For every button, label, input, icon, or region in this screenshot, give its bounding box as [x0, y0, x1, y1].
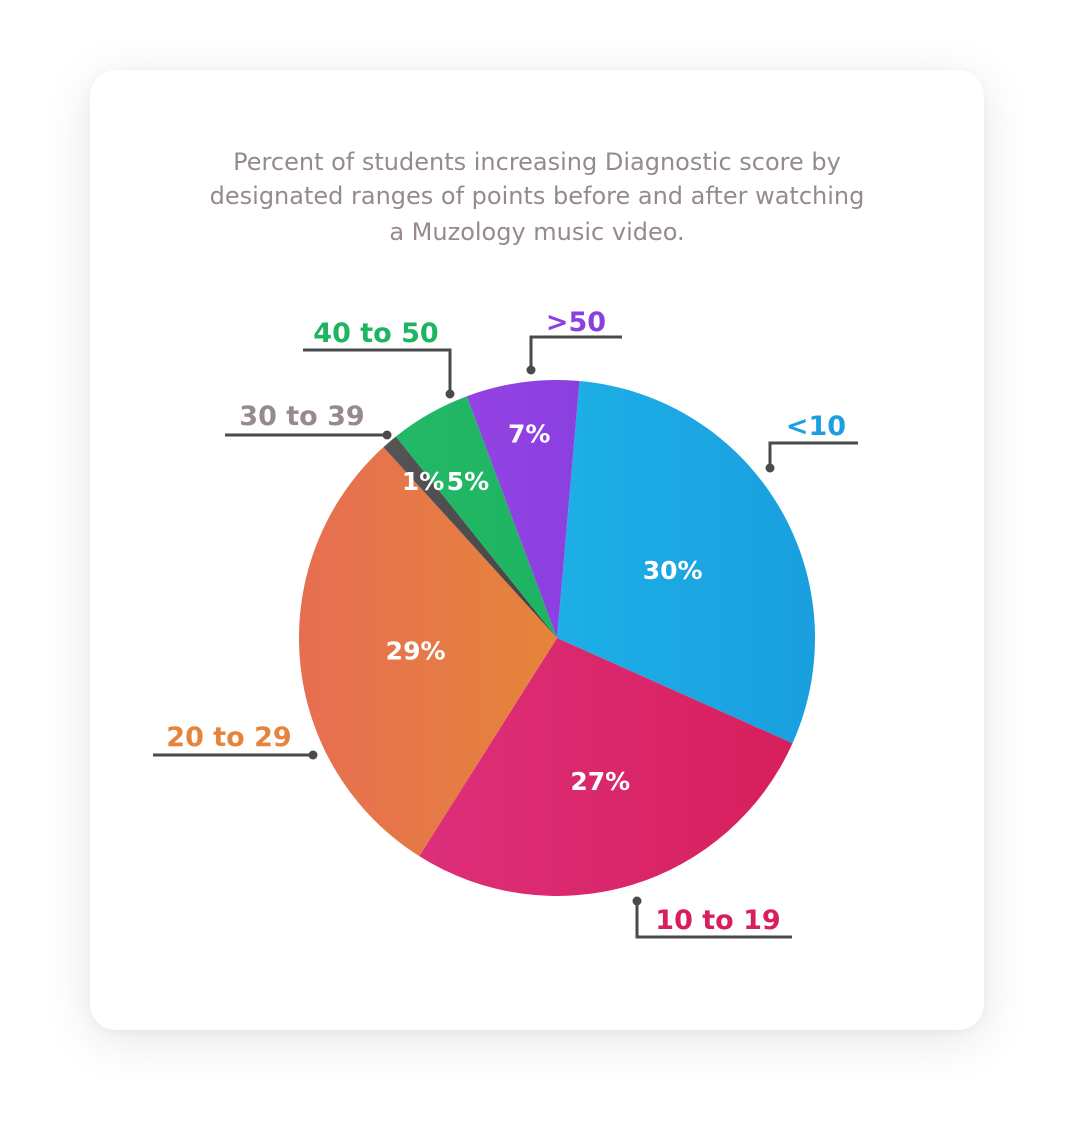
callout-dot — [632, 896, 642, 906]
callout-dot — [445, 389, 455, 399]
pie-slice — [395, 396, 557, 638]
category-label: <10 — [786, 411, 846, 442]
category-label: 30 to 39 — [239, 401, 364, 432]
slice-value-label: 27% — [570, 767, 630, 796]
callout-dot — [765, 463, 775, 473]
slice-value-label: 29% — [386, 636, 446, 665]
pie-slice — [298, 447, 557, 857]
pie-slice — [383, 436, 557, 638]
callout-line — [529, 335, 622, 370]
pie-slice — [419, 638, 793, 896]
chart-title-line: designated ranges of points before and a… — [209, 182, 865, 210]
callout-line — [768, 441, 858, 468]
category-label: 20 to 29 — [166, 722, 291, 753]
chart-title-line: a Muzology music video. — [389, 218, 685, 246]
category-label: >50 — [546, 307, 606, 338]
pie-slice — [466, 379, 580, 638]
category-label: 10 to 19 — [655, 905, 780, 936]
slice-value-label: 1% — [402, 467, 444, 496]
callout-line — [303, 348, 452, 394]
callout-dot — [382, 430, 392, 440]
slice-value-label: 5% — [447, 467, 489, 496]
pie-slice — [557, 380, 816, 744]
slice-value-label: 7% — [508, 420, 550, 449]
callout-dot — [526, 365, 536, 375]
callout-dot — [308, 750, 318, 760]
chart-title-line: Percent of students increasing Diagnosti… — [233, 148, 841, 176]
callout-line — [635, 901, 792, 939]
slice-value-label: 30% — [643, 556, 703, 585]
category-label: 40 to 50 — [313, 318, 438, 349]
